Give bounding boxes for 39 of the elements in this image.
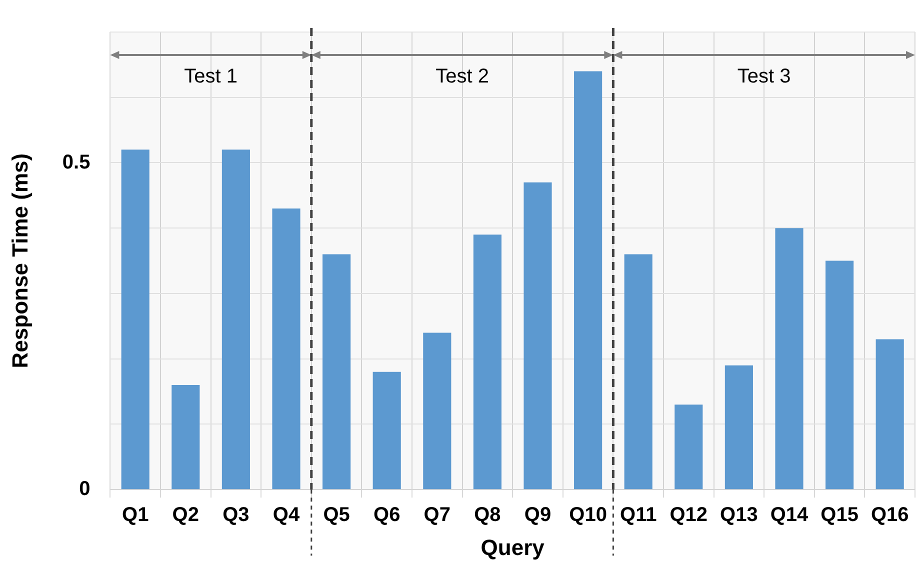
x-tick-label: Q13 xyxy=(720,504,758,526)
y-axis-title: Response Time (ms) xyxy=(7,153,32,368)
x-axis-title: Query xyxy=(480,534,546,560)
band-label: Test 1 xyxy=(184,66,238,88)
x-tick-label: Q10 xyxy=(569,504,607,526)
x-tick-label: Q3 xyxy=(222,504,250,526)
band-label: Test 2 xyxy=(436,66,489,88)
y-tick-label: 0.5 xyxy=(62,151,90,174)
x-tick-label: Q6 xyxy=(374,504,400,526)
bar xyxy=(524,182,552,490)
x-tick-label: Q12 xyxy=(670,504,708,526)
bar xyxy=(121,150,150,490)
bar xyxy=(322,254,351,490)
bar xyxy=(423,332,452,490)
band-label: Test 3 xyxy=(737,66,791,88)
bar xyxy=(876,339,904,490)
x-tick-label: Q4 xyxy=(272,504,300,526)
y-tick-label: 0 xyxy=(79,478,90,500)
x-tick-label: Q9 xyxy=(524,504,552,526)
bar xyxy=(624,254,652,490)
x-tick-label: Q16 xyxy=(870,504,909,526)
x-tick-label: Q15 xyxy=(820,504,858,526)
bar xyxy=(473,234,502,490)
bar xyxy=(826,260,854,490)
bar xyxy=(172,385,200,490)
x-tick-label: Q1 xyxy=(122,504,149,526)
x-tick-label: Q7 xyxy=(424,504,450,526)
x-tick-label: Q5 xyxy=(323,504,350,526)
bar xyxy=(272,208,300,490)
bar xyxy=(775,228,804,490)
x-tick-label: Q8 xyxy=(474,504,501,526)
bar xyxy=(574,71,602,490)
x-tick-label: Q2 xyxy=(172,504,199,526)
bar xyxy=(372,372,401,490)
bar xyxy=(674,404,703,490)
x-tick-label: Q14 xyxy=(770,504,810,526)
bar xyxy=(724,365,753,490)
bar xyxy=(222,150,250,490)
x-tick-label: Q11 xyxy=(620,504,657,526)
